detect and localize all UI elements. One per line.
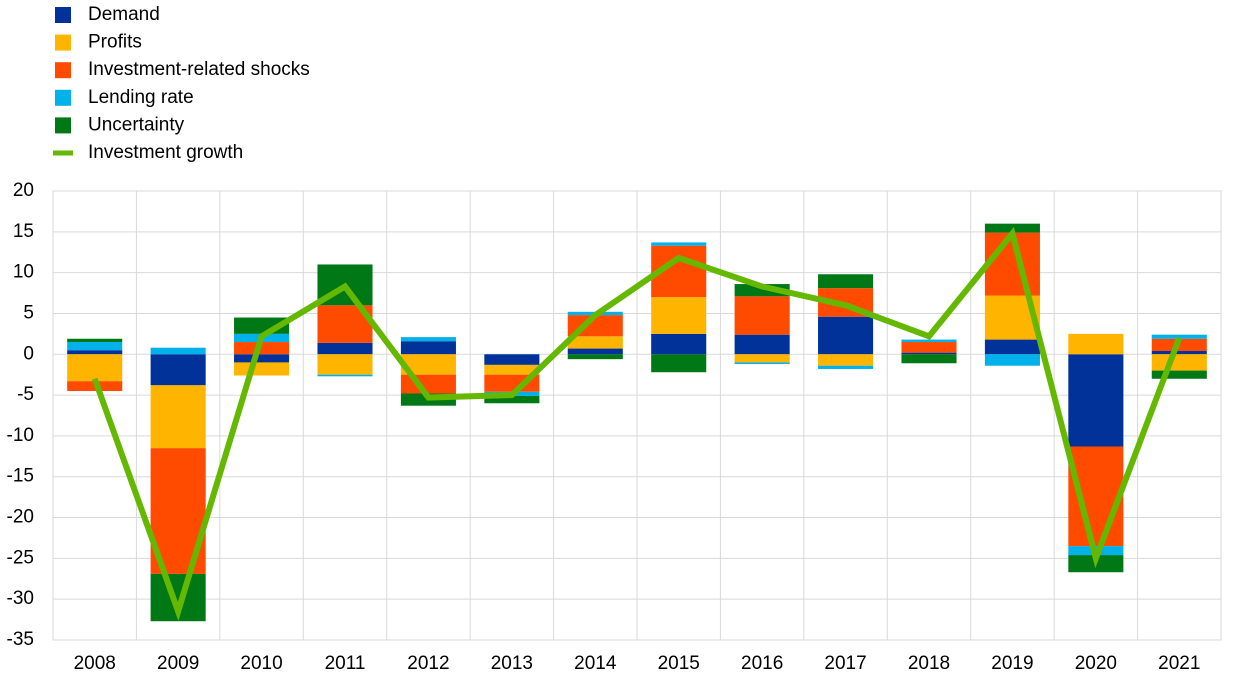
bar-segment xyxy=(150,354,206,386)
bar-segment xyxy=(901,339,957,343)
x-tick-label: 2010 xyxy=(240,653,282,674)
bar-segment xyxy=(567,354,623,360)
bar-segment xyxy=(651,242,707,246)
bar-segment xyxy=(484,354,540,365)
bar-segment xyxy=(984,339,1040,355)
x-tick-label: 2016 xyxy=(741,653,783,674)
bar-segment xyxy=(1068,333,1124,355)
bar-segment xyxy=(67,338,123,343)
legend-swatch xyxy=(55,34,71,51)
bar-segment xyxy=(1151,351,1207,355)
bar-segment xyxy=(734,354,790,363)
x-tick-label: 2020 xyxy=(1075,653,1117,674)
legend-label: Uncertainty xyxy=(88,114,185,135)
x-tick-label: 2017 xyxy=(824,653,866,674)
bar-segment xyxy=(567,348,623,355)
plot-frame xyxy=(52,190,1222,641)
legend-swatch xyxy=(55,117,71,134)
x-tick-label: 2013 xyxy=(491,653,533,674)
bar-segment xyxy=(400,374,456,394)
bar-segment xyxy=(734,334,790,355)
x-tick-label: 2008 xyxy=(74,653,116,674)
bar-segment xyxy=(400,337,456,342)
bar-segment xyxy=(818,354,874,366)
bar-segment xyxy=(818,316,874,355)
bar-segment xyxy=(901,354,957,364)
bar-segment xyxy=(734,296,790,335)
legend-swatch xyxy=(55,7,71,23)
y-tick-label: -5 xyxy=(17,384,34,405)
bar-segment xyxy=(234,354,290,363)
y-tick-label: 0 xyxy=(23,343,34,364)
legend-label: Investment-related shocks xyxy=(88,59,310,80)
bar-segment xyxy=(984,354,1040,366)
bar-segment xyxy=(67,350,123,355)
x-tick-label: 2012 xyxy=(407,653,449,674)
legend-label: Demand xyxy=(88,4,160,25)
y-tick-label: -25 xyxy=(7,547,34,568)
bar-segment xyxy=(651,297,707,334)
bar-segment xyxy=(901,342,957,353)
bar-segment xyxy=(1068,446,1124,547)
legend-swatch xyxy=(55,62,71,79)
bar-segment xyxy=(67,342,123,351)
legend-label: Profits xyxy=(88,32,142,53)
y-tick-label: -30 xyxy=(7,588,34,609)
x-tick-label: 2014 xyxy=(574,653,617,674)
legend-swatch xyxy=(55,89,71,106)
x-tick-label: 2009 xyxy=(157,653,199,674)
bar-segment xyxy=(651,354,707,373)
legend-label: Investment growth xyxy=(88,142,243,163)
y-tick-label: 5 xyxy=(23,302,34,323)
x-tick-label: 2019 xyxy=(991,653,1033,674)
y-tick-label: 15 xyxy=(13,221,34,242)
y-tick-label: 20 xyxy=(13,180,34,201)
bar-segment xyxy=(317,354,373,375)
legend-label: Lending rate xyxy=(88,87,194,108)
bar-segment xyxy=(400,354,456,375)
y-tick-label: -35 xyxy=(7,629,34,650)
bar-segment xyxy=(984,223,1040,233)
bar-segment xyxy=(734,362,790,365)
bar-segment xyxy=(317,374,373,377)
x-tick-label: 2021 xyxy=(1158,653,1200,674)
bar-segment xyxy=(400,341,456,355)
bar-segment xyxy=(1068,354,1124,447)
bar-segment xyxy=(1151,354,1207,371)
bar-segment xyxy=(234,362,290,376)
bar-segment xyxy=(901,352,957,355)
bar-segment xyxy=(150,347,206,355)
y-tick-label: 10 xyxy=(13,262,34,283)
bar-segment xyxy=(1151,334,1207,339)
bar-segment xyxy=(234,342,290,355)
y-tick-label: -20 xyxy=(7,507,34,528)
bar-segment xyxy=(150,385,206,449)
bar-segment xyxy=(1151,370,1207,379)
x-tick-label: 2011 xyxy=(325,653,366,674)
bar-segment xyxy=(484,364,540,375)
line-series xyxy=(91,226,1183,621)
bar-segment xyxy=(67,354,123,382)
bar-segment xyxy=(651,333,707,355)
bar-segment xyxy=(818,274,874,289)
bar-segment xyxy=(567,336,623,349)
bar-segment xyxy=(317,342,373,355)
y-tick-label: -10 xyxy=(7,425,34,446)
x-tick-label: 2018 xyxy=(908,653,950,674)
x-tick-label: 2015 xyxy=(658,653,700,674)
y-tick-label: -15 xyxy=(7,466,34,487)
bar-segment xyxy=(818,365,874,369)
bar-segment xyxy=(484,395,540,404)
